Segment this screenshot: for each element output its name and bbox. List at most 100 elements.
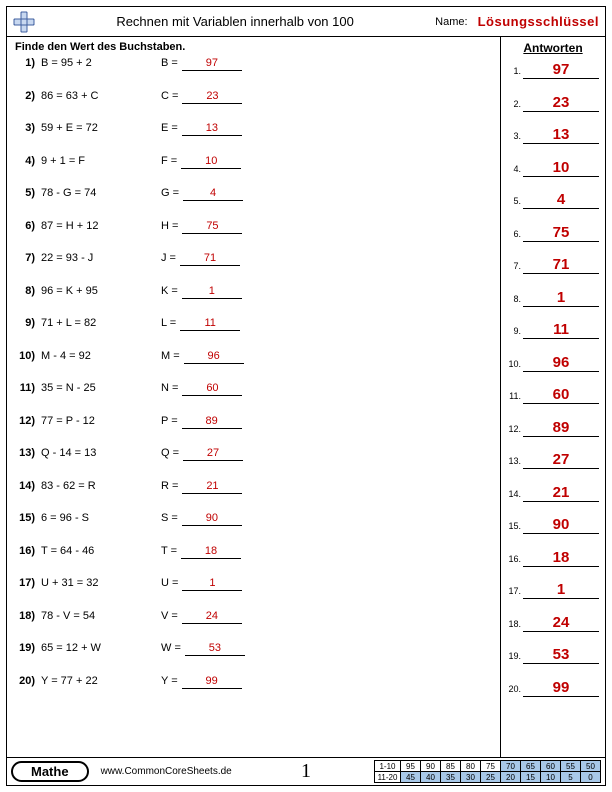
problem-row: 20)Y = 77 + 22Y =99 xyxy=(15,675,492,708)
problem-row: 1)B = 95 + 2B =97 xyxy=(15,57,492,90)
page-number: 1 xyxy=(301,760,311,783)
score-cell: 40 xyxy=(421,772,441,783)
score-cell: 25 xyxy=(481,772,501,783)
problem-answer-value: 18 xyxy=(181,545,241,559)
problem-answer-value: 96 xyxy=(184,350,244,364)
problem-answer: C =23 xyxy=(161,90,242,104)
website-label: www.CommonCoreSheets.de xyxy=(101,766,232,777)
problem-variable: T = xyxy=(161,545,177,557)
problem-expression: 83 - 62 = R xyxy=(41,480,161,492)
problem-answer-value: 99 xyxy=(182,675,242,689)
problem-number: 2) xyxy=(15,90,41,102)
answer-value: 23 xyxy=(523,94,599,112)
answer-number: 16. xyxy=(507,554,523,564)
answer-row: 13.27 xyxy=(507,451,599,484)
problem-row: 2)86 = 63 + CC =23 xyxy=(15,90,492,123)
answer-number: 19. xyxy=(507,651,523,661)
problem-number: 9) xyxy=(15,317,41,329)
problem-expression: Q - 14 = 13 xyxy=(41,447,161,459)
answer-number: 17. xyxy=(507,586,523,596)
problem-answer-value: 90 xyxy=(182,512,242,526)
problem-expression: 59 + E = 72 xyxy=(41,122,161,134)
problem-variable: L = xyxy=(161,317,176,329)
problem-expression: 22 = 93 - J xyxy=(41,252,161,264)
body: Finde den Wert des Buchstaben. 1)B = 95 … xyxy=(7,37,605,757)
problem-answer: F =10 xyxy=(161,155,241,169)
problem-expression: B = 95 + 2 xyxy=(41,57,161,69)
answer-value: 4 xyxy=(523,191,599,209)
answer-row: 2.23 xyxy=(507,94,599,127)
problem-row: 8)96 = K + 95K =1 xyxy=(15,285,492,318)
problem-answer: Q =27 xyxy=(161,447,243,461)
score-cell: 20 xyxy=(501,772,521,783)
main-column: Finde den Wert des Buchstaben. 1)B = 95 … xyxy=(7,37,500,757)
answer-value: 1 xyxy=(523,289,599,307)
score-cell: 0 xyxy=(581,772,601,783)
problem-expression: 77 = P - 12 xyxy=(41,415,161,427)
problem-row: 4)9 + 1 = FF =10 xyxy=(15,155,492,188)
answer-number: 8. xyxy=(507,294,523,304)
problems-list: 1)B = 95 + 2B =972)86 = 63 + CC =233)59 … xyxy=(15,57,492,707)
problem-answer-value: 10 xyxy=(181,155,241,169)
problem-row: 5)78 - G = 74G =4 xyxy=(15,187,492,220)
problem-number: 20) xyxy=(15,675,41,687)
problem-expression: 6 = 96 - S xyxy=(41,512,161,524)
problem-expression: 86 = 63 + C xyxy=(41,90,161,102)
problem-answer: W =53 xyxy=(161,642,245,656)
problem-variable: S = xyxy=(161,512,178,524)
answer-value: 13 xyxy=(523,126,599,144)
answer-value: 97 xyxy=(523,61,599,79)
answer-row: 12.89 xyxy=(507,419,599,452)
answer-number: 11. xyxy=(507,391,523,401)
problem-answer: T = 18 xyxy=(161,545,241,559)
problem-answer-value: 60 xyxy=(182,382,242,396)
problem-number: 12) xyxy=(15,415,41,427)
answer-number: 6. xyxy=(507,229,523,239)
problem-answer-value: 23 xyxy=(182,90,242,104)
problem-expression: 78 - V = 54 xyxy=(41,610,161,622)
problem-number: 14) xyxy=(15,480,41,492)
problem-variable: M = xyxy=(161,350,180,362)
answer-number: 3. xyxy=(507,131,523,141)
problem-expression: U + 31 = 32 xyxy=(41,577,161,589)
problem-number: 17) xyxy=(15,577,41,589)
answer-value: 18 xyxy=(523,549,599,567)
problem-row: 16)T = 64 - 46T =18 xyxy=(15,545,492,578)
problem-expression: Y = 77 + 22 xyxy=(41,675,161,687)
problem-variable: J = xyxy=(161,252,176,264)
problem-answer: E =13 xyxy=(161,122,242,136)
problem-expression: T = 64 - 46 xyxy=(41,545,161,557)
answers-list: 1.972.233.134.105.46.757.718.19.1110.961… xyxy=(507,61,599,711)
problem-answer-value: 71 xyxy=(180,252,240,266)
answer-value: 53 xyxy=(523,646,599,664)
problem-expression: 65 = 12 + W xyxy=(41,642,161,654)
problem-number: 8) xyxy=(15,285,41,297)
problem-row: 11)35 = N - 25N =60 xyxy=(15,382,492,415)
problem-row: 12)77 = P - 12P =89 xyxy=(15,415,492,448)
answer-number: 15. xyxy=(507,521,523,531)
problem-number: 18) xyxy=(15,610,41,622)
answer-number: 5. xyxy=(507,196,523,206)
score-cell: 15 xyxy=(521,772,541,783)
problem-answer-value: 11 xyxy=(180,317,240,331)
score-cell: 95 xyxy=(401,761,421,772)
problem-number: 3) xyxy=(15,122,41,134)
answer-number: 12. xyxy=(507,424,523,434)
score-row-label: 11-20 xyxy=(375,772,401,783)
answer-number: 2. xyxy=(507,99,523,109)
score-cell: 60 xyxy=(541,761,561,772)
score-cell: 85 xyxy=(441,761,461,772)
problem-answer: M = 96 xyxy=(161,350,244,364)
answer-row: 8.1 xyxy=(507,289,599,322)
answer-row: 6.75 xyxy=(507,224,599,257)
score-cell: 10 xyxy=(541,772,561,783)
answer-value: 1 xyxy=(523,581,599,599)
answer-value: 60 xyxy=(523,386,599,404)
answer-value: 75 xyxy=(523,224,599,242)
problem-number: 4) xyxy=(15,155,41,167)
problem-number: 15) xyxy=(15,512,41,524)
problem-row: 18)78 - V = 54V =24 xyxy=(15,610,492,643)
problem-answer: H =75 xyxy=(161,220,242,234)
problem-expression: 35 = N - 25 xyxy=(41,382,161,394)
problem-answer-value: 97 xyxy=(182,57,242,71)
